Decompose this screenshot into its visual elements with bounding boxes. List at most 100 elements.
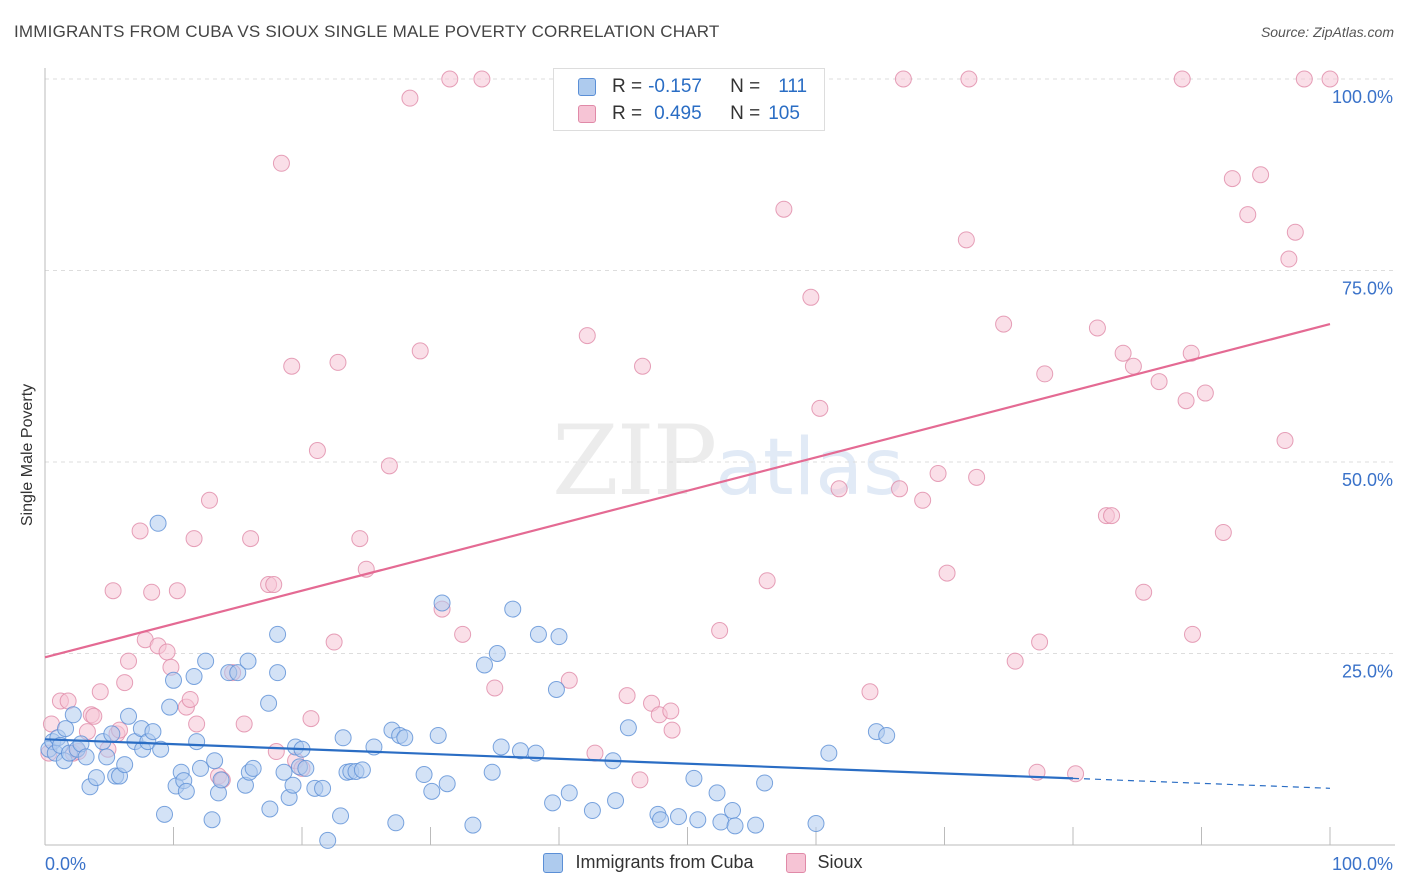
cuba-point — [275, 763, 293, 781]
cuba-point — [689, 811, 707, 829]
legend-item-cuba[interactable]: Immigrants from Cuba — [543, 852, 754, 873]
sioux-point — [578, 327, 596, 345]
cuba-point — [547, 681, 565, 699]
legend-r-value-cuba: -0.157 — [648, 76, 702, 97]
cuba-point — [670, 808, 688, 826]
sioux-point — [267, 743, 285, 761]
legend-item-sioux[interactable]: Sioux — [785, 852, 863, 873]
cuba-point — [149, 514, 167, 532]
cuba-point — [332, 807, 350, 825]
sioux-point — [104, 582, 122, 600]
sioux-point — [1031, 633, 1049, 651]
y-tick-label: 100.0% — [1332, 87, 1393, 107]
legend-swatch-sioux — [578, 105, 596, 123]
y-tick-label: 75.0% — [1342, 279, 1393, 299]
cuba-point — [191, 759, 209, 777]
cuba-point — [103, 725, 121, 743]
cuba-point — [560, 784, 578, 802]
sioux-point — [486, 679, 504, 697]
sioux-point — [891, 480, 909, 498]
cuba-point — [87, 769, 105, 787]
cuba-point — [723, 802, 741, 820]
legend-r-label: R = — [612, 103, 643, 124]
sioux-point — [1135, 583, 1153, 601]
sioux-point — [380, 457, 398, 475]
sioux-point — [329, 353, 347, 371]
cuba-point — [261, 800, 279, 818]
sioux-point — [560, 671, 578, 689]
cuba-point — [188, 733, 206, 751]
legend-swatch-cuba — [578, 78, 596, 96]
legend-row-sioux: R = 0.495 N = 105 — [578, 102, 800, 126]
legend-n-value-sioux: 105 — [768, 103, 800, 124]
sioux-point — [1321, 70, 1339, 88]
cuba-point — [57, 720, 75, 738]
sioux-point — [861, 683, 879, 701]
sioux-point — [929, 464, 947, 482]
cuba-point — [64, 706, 82, 724]
sioux-point — [1223, 170, 1241, 188]
cuba-point — [483, 763, 501, 781]
cuba-point — [156, 805, 174, 823]
cuba-point — [396, 729, 414, 747]
sioux-point — [454, 625, 472, 643]
cuba-point — [464, 816, 482, 834]
sioux-point — [1173, 70, 1191, 88]
sioux-point — [302, 710, 320, 728]
sioux-point — [242, 530, 260, 548]
legend-n-value-cuba: 111 — [778, 76, 808, 97]
sioux-point — [116, 674, 134, 692]
sioux-point — [120, 652, 138, 670]
cuba-point — [269, 625, 287, 643]
sioux-point — [1252, 166, 1270, 184]
sioux-point — [1295, 70, 1313, 88]
sioux-point — [914, 491, 932, 509]
sioux-point — [235, 715, 253, 733]
sioux-point — [631, 771, 649, 789]
cuba-point — [116, 756, 134, 774]
sioux-point — [758, 572, 776, 590]
cuba-point — [353, 761, 371, 779]
cuba-point — [429, 726, 447, 744]
legend-r-value-sioux: 0.495 — [654, 103, 702, 124]
sioux-point — [802, 288, 820, 306]
sioux-point — [960, 70, 978, 88]
sioux-point — [188, 715, 206, 733]
x-tick-label: 0.0% — [45, 854, 86, 874]
sioux-point — [272, 154, 290, 172]
stats-legend: R = -0.157 N = 111 R = 0.495 N = 105 — [553, 68, 825, 131]
cuba-point — [152, 740, 170, 758]
cuba-trend-line — [44, 738, 1074, 780]
sioux-point — [995, 315, 1013, 333]
sioux-point — [351, 530, 369, 548]
sioux-point — [1088, 319, 1106, 337]
cuba-point — [98, 748, 116, 766]
cuba-point — [529, 625, 547, 643]
cuba-point — [284, 776, 302, 794]
sioux-point — [1184, 625, 1202, 643]
series-legend: Immigrants from Cuba Sioux — [0, 852, 1406, 873]
legend-n-label: N = — [730, 76, 761, 97]
sioux-point — [181, 690, 199, 708]
sioux-point — [401, 89, 419, 107]
sioux-point — [663, 721, 681, 739]
cuba-point — [387, 814, 405, 832]
cuba-point — [544, 794, 562, 812]
sioux-point — [957, 231, 975, 249]
cuba-point — [297, 759, 315, 777]
sioux-point — [1150, 373, 1168, 391]
sioux-point — [473, 70, 491, 88]
cuba-point — [475, 656, 493, 674]
cuba-point — [583, 802, 601, 820]
cuba-point — [203, 811, 221, 829]
sioux-point — [1006, 652, 1024, 670]
sioux-point — [1239, 206, 1257, 224]
sioux-point — [711, 622, 729, 640]
cuba-point — [652, 811, 670, 829]
sioux-point — [283, 357, 301, 375]
cuba-point — [244, 759, 262, 777]
sioux-point — [85, 707, 103, 725]
cuba-trend-line-extension — [1072, 777, 1331, 789]
cuba-point — [878, 726, 896, 744]
cuba-point — [726, 817, 744, 835]
